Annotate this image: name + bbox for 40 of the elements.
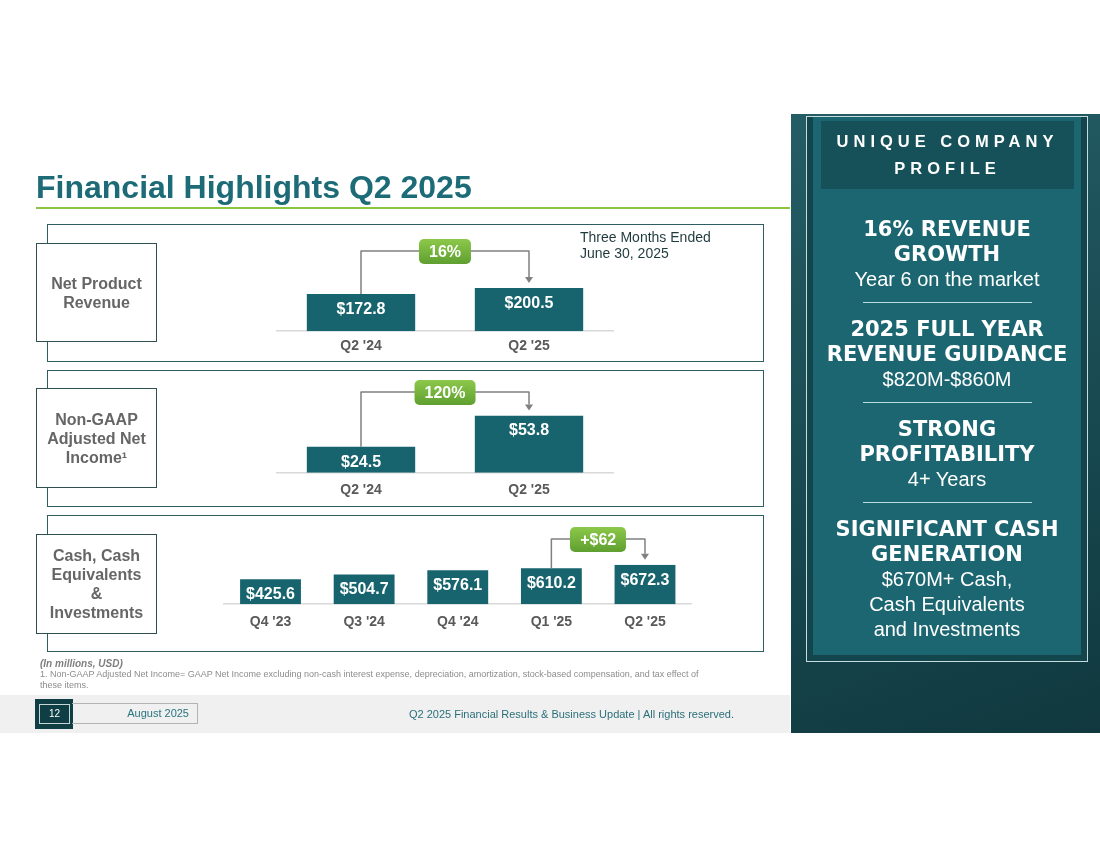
y-axis-title: Non-GAAP Adjusted Net Income¹ <box>46 409 147 467</box>
x-tick-label: Q4 '24 <box>437 612 479 629</box>
chart-title: Financial Highlights Q2 2025 <box>36 168 472 206</box>
x-tick-label: Q2 '25 <box>508 480 550 497</box>
text: 2025 FULL YEAR REVENUE GUIDANCE <box>825 316 1069 367</box>
data-label: $24.5 <box>340 452 382 470</box>
text: UNIQUE COMPANY PROFILE <box>835 131 1060 179</box>
data-label: $576.1 <box>433 576 483 594</box>
x-tick-label: Q2 '24 <box>340 337 382 354</box>
data-label: $610.2 <box>526 574 576 592</box>
data-label: $425.6 <box>246 585 296 603</box>
text: (In millions, USD) <box>40 657 123 670</box>
data-label: $200.5 <box>504 293 554 311</box>
x-tick-label: Q2 '25 <box>624 612 666 629</box>
text: 4+ Years <box>907 466 987 492</box>
x-tick-label: Q2 '25 <box>508 337 550 354</box>
text: August 2025 <box>127 707 189 720</box>
x-tick-label: Q4 '23 <box>249 612 292 629</box>
text: Q2 2025 Financial Results & Business Update | All rights reserved. <box>408 708 734 721</box>
text: 120% <box>414 379 476 405</box>
text: $670M+ Cash, Cash Equivalents and Investments <box>868 566 1026 642</box>
text: SIGNIFICANT CASH GENERATION <box>834 516 1060 567</box>
text: 16% REVENUE GROWTH <box>862 216 1032 267</box>
text: 12 <box>48 708 61 720</box>
y-axis-title: Net Product Revenue <box>50 273 143 312</box>
text: Three Months Ended June 30, 2025 <box>580 228 712 261</box>
text: 16% <box>418 238 472 264</box>
data-label: $172.8 <box>336 299 386 317</box>
text: Year 6 on the market <box>854 266 1040 292</box>
data-label: $53.8 <box>508 421 550 439</box>
text: 1. Non-GAAP Adjusted Net Income= GAAP Net Income excluding non-cash interest expense, depreciation, amortization, stock-based compensation, and tax effect of these items. <box>40 668 700 692</box>
y-axis-title: Cash, Cash Equivalents & Investments <box>48 546 145 622</box>
x-tick-label: Q3 '24 <box>343 612 386 629</box>
data-label: $672.3 <box>620 570 670 588</box>
text: +$62 <box>570 526 627 552</box>
x-tick-label: Q2 '24 <box>340 480 382 497</box>
text: $820M-$860M <box>882 366 1012 392</box>
x-tick-label: Q1 '25 <box>530 612 573 629</box>
data-label: $504.7 <box>339 580 389 598</box>
text: STRONG PROFITABILITY <box>858 416 1036 467</box>
